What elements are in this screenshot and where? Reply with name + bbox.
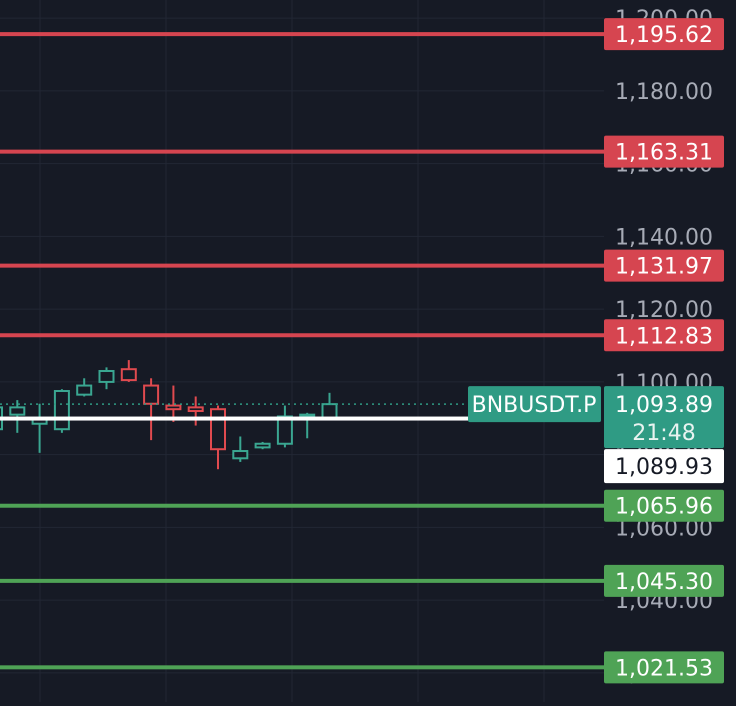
y-axis-tick-label: 1,140.00 [615, 225, 713, 250]
resistance-level-line [0, 333, 604, 338]
support-price-tag [604, 564, 724, 597]
candle-body [210, 408, 226, 451]
support-price-label: 1,065.96 [615, 495, 713, 520]
price-overlays: BNBUSDT.P 1,093.89 21:48 1,089.93 [0, 386, 724, 484]
resistance-price-label: 1,195.62 [615, 23, 713, 48]
candle-body [276, 415, 293, 445]
candle-body [76, 384, 93, 396]
symbol-tag [468, 386, 601, 423]
candle-body [299, 413, 316, 418]
symbol-label: BNBUSDT.P [472, 393, 597, 418]
candle-body [187, 406, 204, 413]
resistance-price-label: 1,112.83 [615, 324, 713, 349]
current-price-tag [604, 386, 724, 449]
grid-lines [0, 0, 604, 702]
candle-body [254, 442, 271, 449]
resistance-price-tag [604, 319, 724, 352]
candle-body [321, 403, 338, 420]
candle-body [165, 404, 182, 411]
resistance-price-label: 1,163.31 [615, 141, 713, 166]
resistance-price-tag [604, 249, 724, 282]
resistance-price-tag [604, 135, 724, 168]
support-price-tag [604, 489, 724, 522]
reference-line [0, 416, 470, 421]
candle-body [53, 390, 70, 431]
reference-price-label: 1,089.93 [615, 455, 713, 480]
resistance-level-line [0, 263, 604, 268]
support-price-tag [604, 651, 724, 684]
candle-body [232, 450, 249, 460]
support-level-line [0, 578, 604, 583]
support-price-label: 1,045.30 [615, 570, 713, 595]
candle-body [120, 368, 137, 382]
y-axis-tick-label: 1,120.00 [615, 298, 713, 323]
y-axis-tick-label: 1,180.00 [615, 80, 713, 105]
resistance-level-line [0, 32, 604, 37]
candle-body [143, 384, 160, 405]
level-lines: 1,195.62 1,163.31 1,131.97 1,112.83 1,065.96… [0, 18, 724, 684]
resistance-price-label: 1,131.97 [615, 255, 713, 280]
countdown-label: 21:48 [632, 421, 695, 446]
candle-body [9, 406, 26, 416]
support-level-line [0, 665, 604, 670]
reference-price-tag [604, 449, 724, 484]
support-price-label: 1,021.53 [615, 656, 713, 681]
resistance-level-line [0, 149, 604, 154]
candle-body [98, 370, 115, 383]
support-level-line [0, 503, 604, 508]
current-price-label: 1,093.89 [615, 393, 713, 418]
resistance-price-tag [604, 18, 724, 51]
